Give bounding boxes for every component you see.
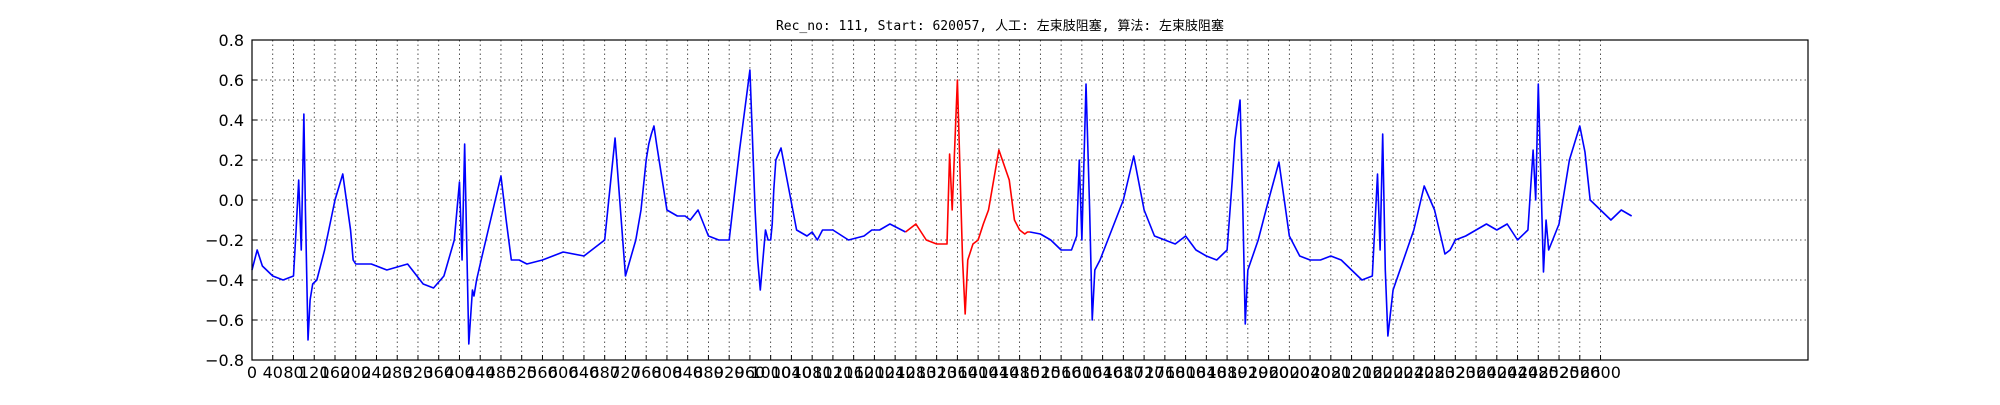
plot-frame — [252, 40, 1808, 360]
y-tick-label: 0.8 — [219, 31, 244, 50]
y-tick-label: −0.2 — [205, 231, 244, 250]
x-tick-label: 0 — [247, 363, 257, 382]
tick-layer: 0 40 8012016020024028032036040044048052056… — [205, 31, 1621, 382]
series-layer — [252, 70, 1632, 344]
signal-line — [252, 70, 906, 344]
y-tick-label: 0.4 — [219, 111, 244, 130]
x-tick-label: 2600 — [1580, 363, 1621, 382]
x-tick-label: 40 — [263, 363, 283, 382]
y-tick-label: 0.2 — [219, 151, 244, 170]
y-tick-label: −0.4 — [205, 271, 244, 290]
y-tick-label: 0.6 — [219, 71, 244, 90]
chart-title: Rec_no: 111, Start: 620057, 人工: 左束肢阻塞, 算… — [776, 18, 1224, 34]
grid-layer — [252, 40, 1808, 360]
y-tick-label: −0.6 — [205, 311, 244, 330]
highlighted-segment-line — [906, 80, 1030, 314]
y-tick-label: −0.8 — [205, 351, 244, 370]
y-tick-label: 0.0 — [219, 191, 244, 210]
